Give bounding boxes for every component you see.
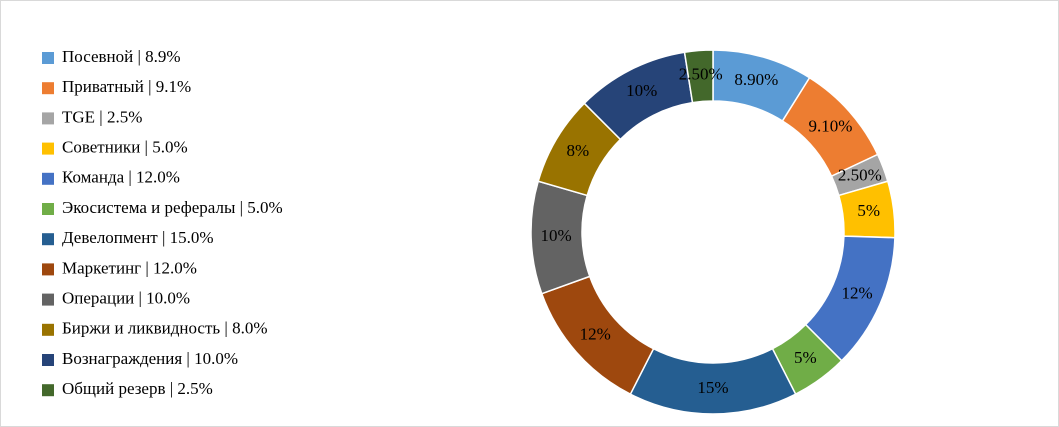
legend-label: Посевной | 8.9% xyxy=(62,47,181,66)
data-label: 12% xyxy=(580,325,611,344)
legend-label: Общий резерв | 2.5% xyxy=(62,379,213,398)
legend-label: Вознаграждения | 10.0% xyxy=(62,349,238,368)
data-label: 10% xyxy=(626,81,657,100)
legend-label: Экосистема и рефералы | 5.0% xyxy=(62,198,283,217)
legend-swatch xyxy=(42,52,54,64)
legend-swatch xyxy=(42,112,54,125)
data-label: 12% xyxy=(842,283,873,302)
data-label: 2.50% xyxy=(838,165,882,184)
legend-swatch xyxy=(42,293,54,306)
data-label: 5% xyxy=(794,348,817,367)
legend-label: Операции | 10.0% xyxy=(62,289,190,308)
legend-swatch xyxy=(42,82,54,95)
legend-swatch xyxy=(42,203,54,215)
legend-label: Команда | 12.0% xyxy=(62,168,180,187)
legend-swatch xyxy=(42,263,54,276)
data-label: 9.10% xyxy=(808,117,852,136)
legend-label: TGE | 2.5% xyxy=(62,107,142,126)
data-label: 10% xyxy=(540,226,571,245)
legend-label: Советники | 5.0% xyxy=(62,138,188,157)
legend-swatch xyxy=(42,233,54,246)
data-label: 5% xyxy=(857,201,880,220)
data-label: 8.90% xyxy=(734,70,778,89)
legend-swatch xyxy=(42,384,54,397)
data-label: 15% xyxy=(697,378,728,397)
legend-label: Биржи и ликвидность | 8.0% xyxy=(62,319,267,338)
data-label: 2.50% xyxy=(679,64,723,83)
legend-swatch xyxy=(42,323,54,336)
legend-label: Приватный | 9.1% xyxy=(62,77,191,96)
legend-label: Девелопмент | 15.0% xyxy=(62,228,214,247)
legend-label: Маркетинг | 12.0% xyxy=(62,258,197,277)
data-label: 8% xyxy=(567,141,590,160)
legend-swatch xyxy=(42,354,54,366)
legend-swatch xyxy=(42,172,54,185)
legend-swatch xyxy=(42,142,54,155)
donut-slice xyxy=(683,49,714,104)
